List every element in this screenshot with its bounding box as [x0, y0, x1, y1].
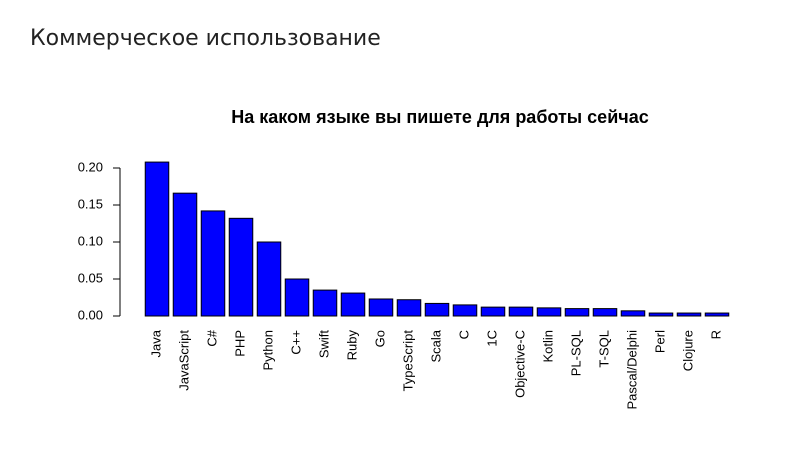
y-tick-label: 0.10 — [78, 233, 103, 248]
bar — [340, 292, 366, 317]
x-tick-label: C++ — [288, 330, 303, 355]
x-tick-label: TypeScript — [400, 330, 415, 392]
x-tick-label: Objective-C — [512, 330, 527, 398]
x-tick-label: R — [708, 330, 723, 339]
bar — [704, 312, 730, 317]
bar — [228, 217, 254, 317]
y-tick-label: 0.00 — [78, 307, 103, 322]
y-tick-label: 0.15 — [78, 196, 103, 211]
x-tick-label: JavaScript — [176, 330, 191, 391]
x-tick-label: T-SQL — [596, 330, 611, 368]
x-tick-label: Pascal/Delphi — [624, 330, 639, 410]
x-tick-label: Clojure — [680, 330, 695, 371]
x-tick-label: C — [456, 330, 471, 339]
x-tick-label: Ruby — [344, 330, 359, 361]
y-tick-label: 0.20 — [78, 159, 103, 174]
bar — [452, 304, 478, 317]
bar — [592, 308, 618, 317]
x-tick-label: Scala — [428, 329, 443, 362]
x-tick-label: 1C — [484, 330, 499, 347]
x-tick-label: Java — [148, 329, 163, 357]
bar — [648, 312, 674, 317]
x-tick-label: PL-SQL — [568, 330, 583, 376]
bar — [200, 210, 226, 317]
bar — [480, 306, 506, 317]
x-tick-label: PHP — [232, 330, 247, 357]
x-tick-label: C# — [204, 329, 219, 346]
bar — [172, 192, 198, 317]
bar — [368, 298, 394, 317]
x-tick-label: Kotlin — [540, 330, 555, 363]
x-tick-label: Swift — [316, 330, 331, 359]
bar — [536, 307, 562, 317]
x-tick-label: Go — [372, 330, 387, 347]
bar — [424, 302, 450, 317]
x-tick-label: Python — [260, 330, 275, 370]
page-title: Коммерческое использование — [30, 26, 381, 51]
bar — [312, 289, 338, 317]
bar — [284, 278, 310, 317]
chart-title: На каком языке вы пишете для работы сейч… — [231, 107, 648, 127]
bar — [564, 308, 590, 317]
bar — [256, 241, 282, 317]
y-tick-label: 0.05 — [78, 270, 103, 285]
x-tick-label: Perl — [652, 330, 667, 353]
bar — [508, 306, 534, 317]
bar — [396, 299, 422, 317]
bar — [620, 310, 646, 317]
bar — [676, 312, 702, 317]
bar — [144, 161, 170, 317]
